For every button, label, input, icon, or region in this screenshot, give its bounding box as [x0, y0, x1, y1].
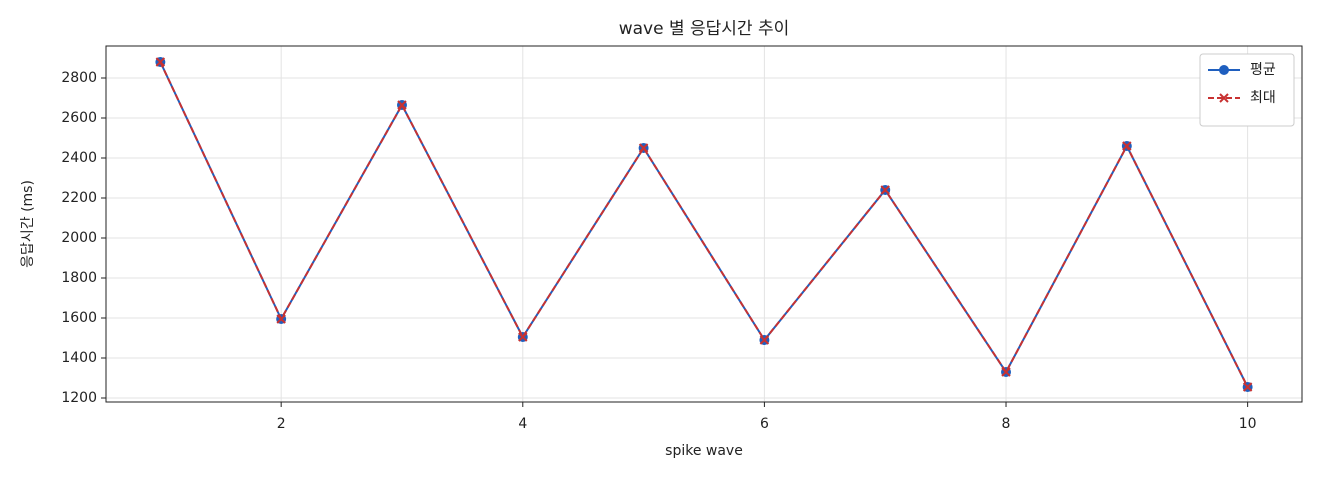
y-tick-label: 2000: [61, 230, 97, 246]
x-tick-label: 6: [760, 416, 769, 432]
y-axis-label: 응답시간 (ms): [20, 180, 36, 268]
point: [155, 57, 166, 67]
point: [1001, 367, 1011, 377]
legend-box: [1199, 53, 1295, 127]
series: [155, 57, 1253, 392]
x-tick-label: 2: [277, 416, 286, 432]
x-axis-label: spike wave: [665, 443, 743, 459]
point: [759, 335, 770, 345]
y-tick-label: 1800: [61, 270, 97, 286]
x-tick-label: 4: [518, 416, 527, 432]
y-tick-label: 1400: [61, 350, 97, 366]
plot-frame: [105, 45, 1303, 403]
legend-label: 평균: [1250, 62, 1276, 78]
legend-marker: [1219, 93, 1229, 103]
point: [638, 143, 649, 153]
y-tick-label: 2200: [61, 190, 97, 206]
point: [518, 332, 528, 342]
point: [880, 185, 890, 195]
x-tick-label: 8: [1002, 416, 1011, 432]
y-tick-label: 2600: [61, 110, 97, 126]
y-tick-label: 1200: [61, 390, 97, 406]
point: [276, 314, 286, 324]
y-tick-label: 2800: [61, 70, 97, 86]
legend-marker: [1219, 65, 1229, 75]
line: [159, 61, 1249, 388]
y-tick-label: 1600: [61, 310, 97, 326]
legend-label: 최대: [1250, 90, 1276, 106]
series: [155, 57, 1253, 392]
point: [397, 100, 407, 110]
point: [1242, 382, 1253, 392]
x-tick-label: 10: [1239, 416, 1257, 432]
chart-title: wave 별 응답시간 추이: [619, 19, 790, 39]
y-tick-label: 2400: [61, 150, 97, 166]
point: [1122, 141, 1132, 151]
